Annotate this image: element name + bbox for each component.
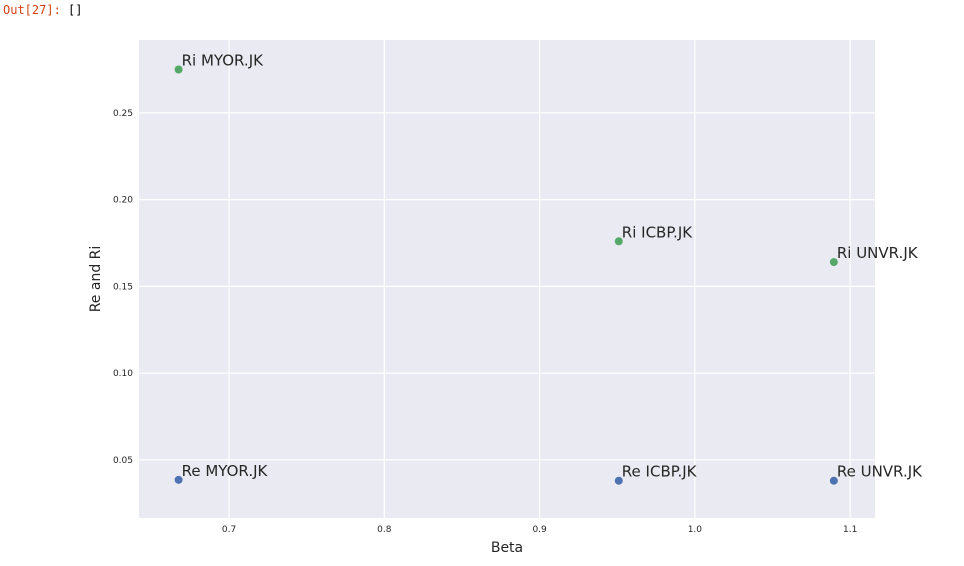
- y-tick-label: 0.15: [113, 282, 133, 292]
- x-tick-label: 0.7: [222, 525, 236, 535]
- x-tick-label: 0.8: [377, 525, 392, 535]
- y-tick-label: 0.05: [113, 456, 133, 466]
- point-label: Re MYOR.JK: [182, 462, 269, 480]
- x-axis-label: Beta: [491, 540, 523, 556]
- x-tick-label: 0.9: [532, 525, 547, 535]
- output-value: []: [68, 3, 83, 17]
- data-point: [614, 237, 623, 246]
- data-point: [829, 476, 838, 485]
- point-label: Re ICBP.JK: [622, 463, 698, 481]
- point-label: Ri ICBP.JK: [622, 223, 693, 241]
- point-label: Re UNVR.JK: [837, 463, 923, 481]
- data-point: [174, 65, 183, 74]
- point-label: Ri MYOR.JK: [182, 51, 265, 69]
- y-axis-label: Re and Ri: [88, 246, 104, 313]
- point-labels: Re MYOR.JK Re ICBP.JK Re UNVR.JK Ri MYOR.JK…: [182, 51, 924, 480]
- data-points: [174, 65, 838, 485]
- y-axis-ticks: 0.05 0.10 0.15 0.20 0.25: [113, 109, 133, 466]
- plot-area: [139, 40, 875, 518]
- output-prompt-label: Out[27]:: [3, 3, 61, 17]
- output-prompt: Out[27]: []: [3, 3, 82, 17]
- grid-lines: [139, 40, 875, 518]
- x-tick-label: 1.0: [688, 525, 703, 535]
- y-tick-label: 0.25: [113, 109, 133, 119]
- data-point: [614, 476, 623, 485]
- x-tick-label: 1.1: [843, 525, 857, 535]
- y-tick-label: 0.10: [113, 369, 133, 379]
- x-axis-ticks: 0.7 0.8 0.9 1.0 1.1: [222, 525, 857, 535]
- point-label: Ri UNVR.JK: [837, 244, 919, 262]
- data-point: [829, 258, 838, 267]
- y-tick-label: 0.20: [113, 196, 133, 206]
- data-point: [174, 475, 183, 484]
